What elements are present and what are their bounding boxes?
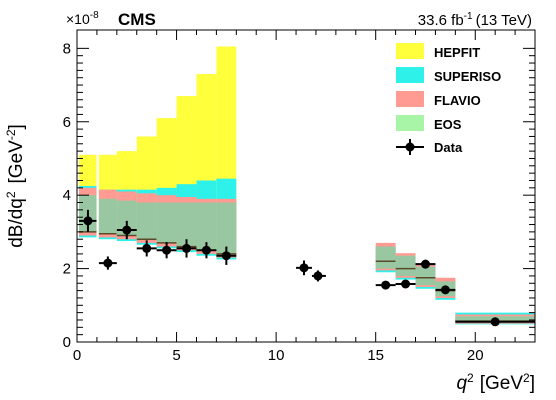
data-marker-3 (142, 243, 152, 253)
x-axis-ticks: 0 5 10 15 20 (73, 30, 536, 364)
data-point-12 (415, 259, 436, 269)
experiment-label: CMS (118, 10, 156, 29)
x-tick-label-5: 5 (172, 347, 180, 364)
data-point-13 (435, 285, 456, 295)
data-point-11 (395, 279, 416, 289)
x-tick-label-10: 10 (268, 347, 285, 364)
plot-frame (76, 29, 536, 343)
overlap-band-6 (196, 202, 217, 251)
data-marker-14 (490, 317, 500, 327)
data-marker-13 (440, 285, 450, 295)
overlap-band-2 (116, 200, 137, 236)
legend-marker-data (396, 139, 424, 155)
data-point-5 (176, 239, 197, 258)
data-point-4 (156, 242, 177, 259)
legend-swatch-hepfit (396, 43, 424, 59)
data-point-10 (375, 280, 396, 290)
y-tick-label-8: 8 (63, 40, 71, 57)
x-tick-label-15: 15 (367, 347, 384, 364)
overlap-band-10 (415, 266, 436, 286)
data-point-14 (455, 317, 535, 327)
overlap-band-4 (156, 202, 177, 243)
data-point-0 (78, 209, 97, 232)
x-tick-label-0: 0 (73, 347, 81, 364)
data-point-2 (116, 220, 137, 240)
theory-bands (78, 46, 535, 325)
data-point-7 (216, 246, 237, 265)
data-point-6 (196, 242, 217, 259)
legend-label-eos: EOS (434, 117, 462, 132)
x-tick-label-20: 20 (467, 347, 484, 364)
y-tick-label-4: 4 (63, 187, 71, 204)
y-multiplier: ×10-8 (66, 10, 99, 27)
data-point-9 (311, 270, 326, 282)
legend: HEPFIT SUPERISO FLAVIO EOS Data (396, 43, 501, 155)
data-point-1 (98, 256, 117, 270)
overlap-band-3 (136, 202, 157, 240)
legend-swatch-eos (396, 115, 424, 131)
data-point-8 (296, 260, 312, 276)
y-tick-label-6: 6 (63, 114, 71, 131)
data-marker-1 (103, 258, 113, 268)
data-marker-4 (162, 245, 172, 255)
overlap-band-1 (98, 198, 117, 234)
legend-swatch-superiso (396, 67, 424, 83)
data-marker-10 (381, 280, 391, 290)
y-axis-label: dB/dq2[GeV-2] (4, 124, 27, 248)
overlap-band-5 (176, 202, 197, 247)
data-marker-6 (201, 245, 211, 255)
data-marker-11 (401, 279, 411, 289)
data-marker-8 (299, 263, 309, 273)
overlap-band-9 (395, 255, 416, 276)
data-marker-0 (83, 216, 93, 226)
legend-label-superiso: SUPERISO (434, 69, 501, 84)
legend-swatch-flavio (396, 91, 424, 107)
luminosity-label: 33.6 fb-1 (13 TeV) (418, 11, 532, 29)
y-tick-label-2: 2 (63, 261, 71, 278)
data-points (78, 209, 535, 327)
data-marker-9 (313, 271, 323, 281)
data-point-3 (136, 240, 157, 257)
legend-label-hepfit: HEPFIT (434, 45, 480, 60)
y-tick-label-0: 0 (63, 334, 71, 351)
data-marker-5 (182, 243, 192, 253)
data-marker-2 (122, 225, 132, 235)
legend-label-data: Data (434, 140, 463, 155)
overlap-band-7 (216, 202, 237, 254)
y-axis-ticks: 0 2 4 6 8 (63, 40, 535, 351)
legend-label-flavio: FLAVIO (434, 93, 481, 108)
data-marker-7 (221, 251, 231, 261)
x-axis-label: q2 [GeV2] (456, 371, 535, 394)
overlap-band-8 (375, 246, 396, 269)
data-marker-12 (420, 259, 430, 269)
